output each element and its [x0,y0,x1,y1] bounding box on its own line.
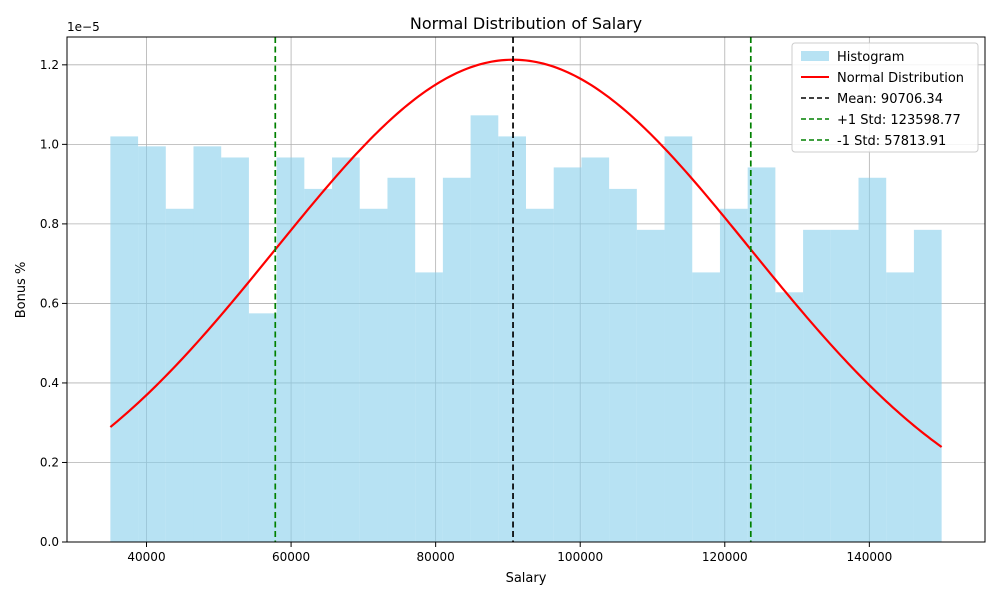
histogram-bar [803,229,831,543]
histogram-bar [913,229,942,543]
y-tick-label: 0.0 [40,535,59,549]
histogram-bar [775,292,804,542]
x-tick-label: 60000 [272,550,310,564]
histogram-bar [526,208,554,542]
y-tick-label: 0.6 [40,296,59,310]
x-axis-ticks: 40000 60000 80000 100000 120000 140000 [127,542,892,564]
histogram-bar [110,136,139,542]
histogram-bar [636,229,665,543]
y-axis-ticks: 0.0 0.2 0.4 0.6 0.8 1.0 1.2 [40,58,67,549]
histogram-bar [276,157,305,542]
histogram-bar [359,208,388,542]
histogram-bar [415,272,443,542]
legend-label-plus-std: +1 Std: 123598.77 [837,113,961,128]
x-axis-label: Salary [506,571,547,586]
histogram-bars [110,115,942,543]
x-tick-label: 40000 [127,550,165,564]
histogram-bar [138,146,166,542]
plot-frame [66,36,986,543]
histogram-bar [719,208,748,542]
x-tick-label: 80000 [417,550,455,564]
histogram-bar [858,177,887,542]
normal-curve-layer [109,58,943,448]
legend-label-mean: Mean: 90706.34 [837,92,943,107]
chart-title: Normal Distribution of Salary [410,14,642,33]
histogram-bar [553,167,582,542]
histogram-bar [221,157,249,542]
y-tick-label: 0.4 [40,376,59,390]
y-tick-label: 1.2 [40,58,59,72]
y-tick-label: 1.0 [40,137,59,151]
legend-label-minus-std: -1 Std: 57813.91 [837,134,946,149]
x-tick-label: 140000 [846,550,892,564]
legend-swatch-histogram [801,51,829,61]
histogram-bar [387,177,416,542]
histogram-bar [692,272,720,542]
histogram-bar [664,136,693,542]
legend-label-normal-curve: Normal Distribution [837,71,964,86]
normal-distribution-curve [109,58,943,448]
y-tick-label: 0.8 [40,217,59,231]
y-tick-label: 0.2 [40,455,59,469]
legend-label-histogram: Histogram [837,50,904,65]
legend-frame [791,42,979,153]
histogram-bar [165,208,194,542]
histogram-bar [332,157,360,542]
histogram-bar [747,167,776,542]
histogram-bar [304,188,333,542]
histogram-bar [193,146,222,542]
y-axis-label: Bonus % [14,262,29,319]
histogram-bar [581,157,610,542]
histogram-bar [830,229,859,543]
reference-lines [274,37,752,542]
histogram-bar [442,177,471,542]
legend: Histogram Normal Distribution Mean: 9070… [791,42,979,153]
histogram-bar [470,115,499,542]
histogram-bar [886,272,914,542]
x-tick-label: 120000 [702,550,748,564]
x-tick-label: 100000 [557,550,603,564]
histogram-bar [498,136,526,542]
y-offset-label: 1e−5 [67,20,100,34]
histogram-bar [609,188,637,542]
histogram-bar [248,313,277,542]
